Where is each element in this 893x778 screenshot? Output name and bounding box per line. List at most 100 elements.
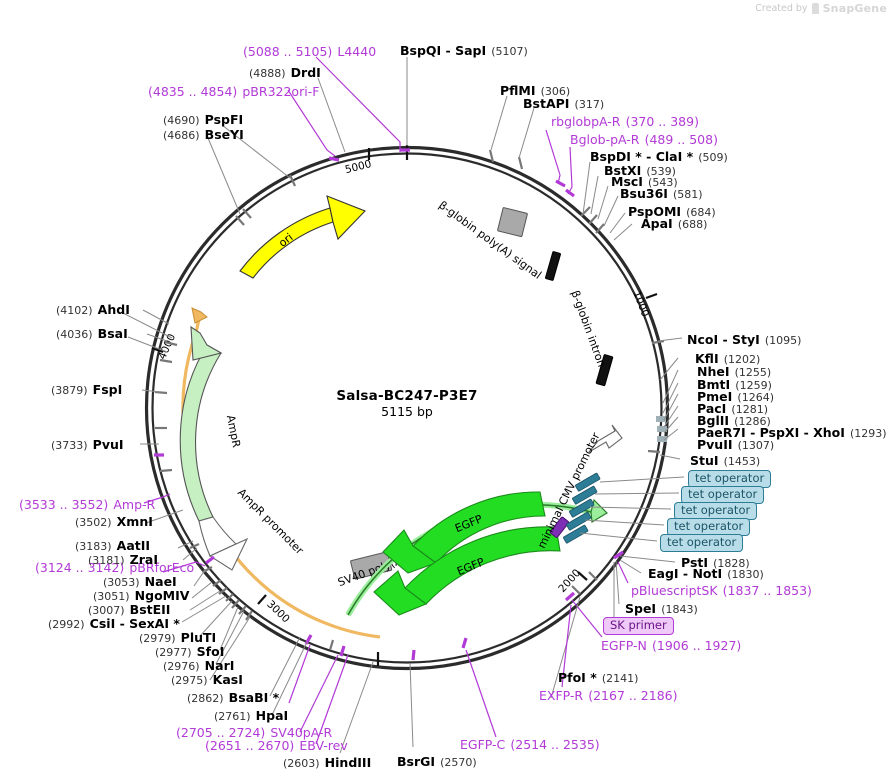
label-bsteii[interactable]: (3007) BstEII	[88, 601, 170, 617]
label-bstapi-pos: (317)	[574, 98, 605, 111]
label-csii-sexai-pos: (2992)	[48, 618, 85, 631]
label-rbglobpa-r[interactable]: rbglobpA-R (370 .. 389)	[551, 113, 699, 129]
label-nhei[interactable]: NheI (1255)	[697, 363, 771, 379]
sk-primer-label[interactable]: SK primer	[603, 617, 674, 636]
label-xmni-pos: (3502)	[75, 516, 112, 529]
label-hindiii[interactable]: (2603) HindIII	[283, 754, 371, 770]
label-pspfi-name: PspFI	[204, 112, 244, 127]
tet-operator-label-1[interactable]: tet operator	[688, 470, 772, 489]
label-bspdi-clai[interactable]: BspDI * - ClaI * (509)	[590, 148, 728, 164]
label-bsabi[interactable]: (2862) BsaBI *	[187, 689, 279, 705]
label-pspfi[interactable]: (4690) PspFI	[163, 111, 243, 127]
label-pflmi[interactable]: PflMI (306)	[500, 82, 570, 98]
label-pbluescriptsk[interactable]: pBluescriptSK (1837 .. 1853)	[631, 582, 812, 598]
label-msci[interactable]: MscI (543)	[611, 173, 678, 189]
label-bstapi[interactable]: BstAPI (317)	[523, 95, 604, 111]
label-pvuii-pos: (1307)	[737, 439, 775, 452]
tick-label-4000: 4000	[156, 332, 178, 361]
label-kfli[interactable]: KflI (1202)	[695, 350, 760, 366]
label-ahdi[interactable]: (4102) AhdI	[56, 301, 130, 317]
label-egfp-c-pos: (2514 .. 2535)	[510, 737, 600, 752]
label-ebv-rev-pos: (2651 .. 2670)	[205, 738, 295, 753]
label-pmei-name: PmeI	[697, 389, 733, 404]
label-ngomiv[interactable]: (3051) NgoMIV	[93, 587, 189, 603]
label-pbr322ori-f-pos: (4835 .. 4854)	[148, 84, 238, 99]
label-bmti[interactable]: BmtI (1259)	[697, 376, 772, 392]
tet-operator-label-2[interactable]: tet operator	[681, 486, 765, 505]
feature-ori: ori	[239, 195, 366, 279]
label-bsrgi-pos: (2570)	[440, 756, 477, 769]
label-bstxi[interactable]: BstXI (539)	[604, 162, 676, 178]
label-sfoi[interactable]: (2977) SfoI	[155, 643, 224, 659]
label-psti[interactable]: PstI (1828)	[681, 554, 750, 570]
label-paci-pos: (1281)	[731, 403, 768, 416]
label-pvuii[interactable]: PvuII (1307)	[697, 436, 774, 452]
label-paer7i-pspxi-xhoi[interactable]: PaeR7I - PspXI - XhoI (1293)	[697, 424, 887, 440]
label-bglii[interactable]: BglII (1286)	[697, 412, 771, 428]
label-l4440-pos: (5088 .. 5105)	[243, 44, 333, 59]
label-pspfi-pos: (4690)	[163, 114, 200, 127]
label-apai[interactable]: ApaI (688)	[641, 215, 707, 231]
label-bmti-name: BmtI	[697, 377, 731, 392]
feature-label-beta-globin-intron: β-globin intron	[568, 289, 608, 369]
label-bsteii-name: BstEII	[129, 602, 171, 617]
label-pluti[interactable]: (2979) PluTI	[139, 629, 216, 645]
label-stui-name: StuI	[690, 453, 719, 468]
label-ebv-rev[interactable]: (2651 .. 2670) EBV-rev	[205, 737, 348, 753]
label-nari[interactable]: (2976) NarI	[163, 657, 234, 673]
label-stui[interactable]: StuI (1453)	[690, 452, 760, 468]
label-drdi[interactable]: (4888) DrdI	[249, 64, 321, 80]
label-ncoi-styi-pos: (1095)	[764, 334, 802, 347]
tet-operator-label-3[interactable]: tet operator	[674, 502, 758, 521]
label-pbr322ori-f[interactable]: (4835 .. 4854) pBR322ori-F	[148, 83, 319, 99]
label-csii-sexai[interactable]: (2992) CsiI - SexAI *	[48, 615, 180, 631]
label-exfp-r-pos: (2167 .. 2186)	[588, 688, 678, 703]
feature-label-ampr-promoter: AmpR promoter	[235, 486, 306, 557]
label-bsai[interactable]: (4036) BsaI	[56, 325, 128, 341]
label-ncoi-styi-name: NcoI - StyI	[687, 332, 760, 347]
label-aatii[interactable]: (3183) AatII	[75, 537, 150, 553]
label-egfp-n-pos: (1906 .. 1927)	[652, 638, 742, 653]
label-hpai[interactable]: (2761) HpaI	[214, 707, 288, 723]
label-bspqi-sapi[interactable]: BspQI - SapI (5107)	[400, 42, 528, 58]
label-egfp-c[interactable]: EGFP-C (2514 .. 2535)	[460, 736, 600, 752]
label-fspi[interactable]: (3879) FspI	[51, 381, 122, 397]
label-eagi-noti[interactable]: EagI - NotI (1830)	[648, 565, 764, 581]
label-pfoi[interactable]: PfoI * (2141)	[558, 669, 638, 685]
label-pmei[interactable]: PmeI (1264)	[697, 388, 774, 404]
label-l4440[interactable]: (5088 .. 5105) L4440	[243, 43, 376, 59]
label-zrai[interactable]: (3181) ZraI	[88, 551, 158, 567]
label-pbrforeco[interactable]: (3124 .. 3142) pBRforEco	[35, 559, 194, 575]
feature-ampr-promoter: AmpR promoter	[198, 486, 306, 571]
label-naei[interactable]: (3053) NaeI	[103, 573, 177, 589]
label-paer7i-name: PaeR7I - PspXI - XhoI	[697, 425, 845, 440]
label-bglob-pa-r-pos: (489 .. 508)	[644, 132, 718, 147]
label-pspomi-pos: (684)	[686, 206, 716, 219]
feature-beta-globin-polya-signal: β-globin poly(A) signal	[436, 199, 561, 282]
label-bglob-pa-r[interactable]: Bglob-pA-R (489 .. 508)	[570, 131, 718, 147]
label-bstxi-name: BstXI	[604, 163, 642, 178]
label-amp-r[interactable]: (3533 .. 3552) Amp-R	[19, 496, 155, 512]
snapgene-watermark: Created by SnapGene	[755, 2, 887, 15]
label-spei[interactable]: SpeI (1843)	[625, 600, 698, 616]
label-pspomi[interactable]: PspOMI (684)	[628, 203, 716, 219]
label-kasi[interactable]: (2975) KasI	[171, 671, 243, 687]
label-bspdi-clai-name: BspDI * - ClaI *	[590, 149, 694, 164]
label-psti-pos: (1828)	[713, 557, 750, 570]
label-egfp-n[interactable]: EGFP-N (1906 .. 1927)	[601, 637, 741, 653]
label-sv40pa-r[interactable]: (2705 .. 2724) SV40pA-R	[176, 724, 332, 740]
label-bsrgi[interactable]: BsrGI (2570)	[397, 753, 477, 769]
label-paci[interactable]: PacI (1281)	[697, 400, 768, 416]
label-bseyi[interactable]: (4686) BseYI	[163, 126, 244, 142]
label-pbrforeco-pos: (3124 .. 3142)	[35, 560, 125, 575]
label-ebv-rev-name: EBV-rev	[299, 738, 348, 753]
label-xmni[interactable]: (3502) XmnI	[75, 513, 153, 529]
tet-operator-label-5[interactable]: tet operator	[660, 534, 744, 553]
label-hpai-pos: (2761)	[214, 710, 251, 723]
label-nari-name: NarI	[204, 658, 235, 673]
label-ncoi-styi[interactable]: NcoI - StyI (1095)	[687, 331, 801, 347]
label-exfp-r[interactable]: EXFP-R (2167 .. 2186)	[539, 687, 678, 703]
label-bsu36i[interactable]: Bsu36I (581)	[620, 185, 703, 201]
label-pvui[interactable]: (3733) PvuI	[51, 436, 124, 452]
